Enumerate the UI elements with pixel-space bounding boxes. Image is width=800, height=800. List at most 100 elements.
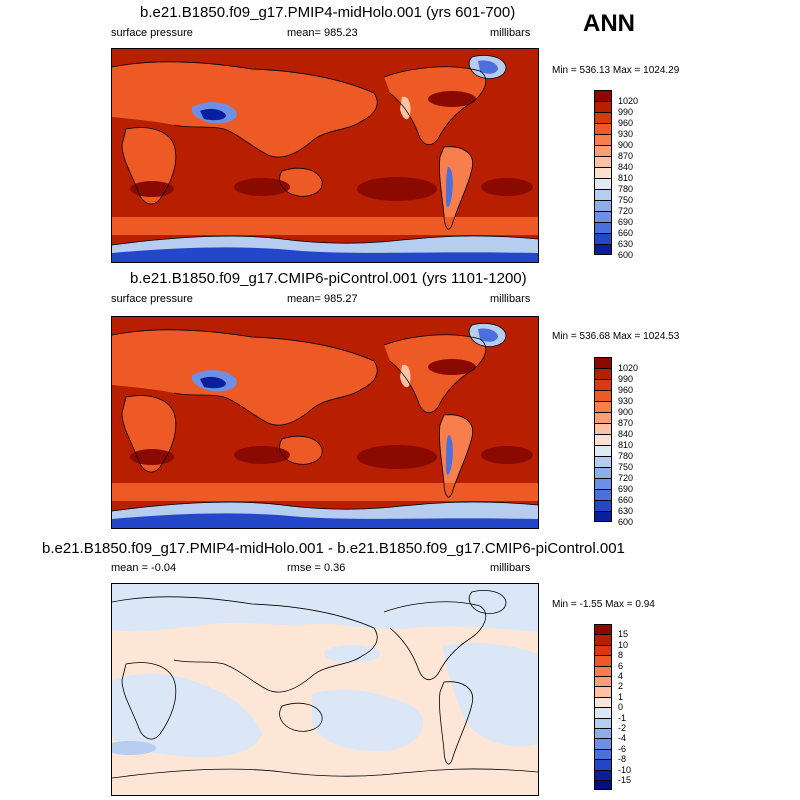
colorbar-tick-label: 10 (618, 639, 629, 650)
panel1-australia (279, 168, 323, 197)
panel1-greenland-core (478, 60, 498, 74)
panel1-high-1 (130, 181, 174, 197)
colorbar-swatch (594, 222, 612, 233)
colorbar-swatch (594, 101, 612, 112)
panel2-tibet-core (200, 376, 226, 389)
panel3-indian-neg (112, 673, 262, 758)
panel1-southern-band (112, 217, 538, 235)
colorbar-swatch (594, 707, 612, 718)
colorbar-tick-label: 4 (618, 671, 624, 681)
colorbar-swatch (594, 500, 612, 511)
colorbar-swatch (594, 644, 612, 656)
colorbar-swatch (594, 655, 612, 666)
panel3-rmse: rmse = 0.36 (287, 562, 346, 574)
colorbar-swatch (594, 368, 612, 379)
colorbar-swatch (594, 780, 612, 791)
panel3-north-neg (112, 584, 538, 632)
colorbar-swatch (594, 489, 612, 500)
panel1-units: millibars (490, 27, 531, 39)
colorbar-tick-label: 660 (618, 495, 634, 505)
colorbar-swatch (594, 211, 612, 222)
panel1-high-2 (234, 178, 290, 196)
panel1-mean: mean= 985.23 (287, 27, 358, 39)
colorbar-tick-label: 630 (618, 506, 634, 516)
colorbar-swatch (594, 145, 612, 156)
panel2-high-2 (234, 446, 290, 464)
colorbar-swatch (594, 178, 612, 189)
panel3-neg-cell-1 (324, 645, 380, 663)
colorbar-tick-label: 780 (618, 184, 634, 194)
colorbar-swatch (594, 728, 612, 739)
colorbar-swatch (594, 412, 612, 423)
colorbar-swatch (594, 423, 612, 434)
colorbar-swatch (594, 112, 612, 123)
colorbar-tick-label: 1020 (618, 96, 639, 106)
colorbar-swatch (594, 467, 612, 478)
colorbar-tick-label: 930 (618, 396, 634, 406)
panel2-high-3 (357, 445, 437, 469)
panel1-north-america (384, 66, 486, 145)
colorbar-swatch (594, 167, 612, 178)
panel2-high-1 (130, 449, 174, 465)
colorbar-swatch (594, 134, 612, 145)
panel2-mean: mean= 985.27 (287, 293, 358, 305)
colorbar-swatch (594, 434, 612, 445)
colorbar-swatch (594, 696, 612, 708)
panel3-pacific-neg (312, 689, 423, 751)
panel1-high-5 (428, 91, 476, 107)
colorbar-tick-label: 780 (618, 451, 634, 461)
panel1-high-3 (357, 177, 437, 201)
colorbar-tick-label: 690 (618, 217, 634, 227)
panel3-neg-cell-3 (460, 664, 516, 680)
colorbar-tick-label: 870 (618, 418, 634, 428)
panel2-title: b.e21.B1850.f09_g17.CMIP6-piControl.001 … (130, 270, 527, 287)
colorbar-swatch (594, 123, 612, 134)
colorbar-swatch (594, 156, 612, 167)
colorbar-tick-label: 960 (618, 385, 634, 395)
colorbar-tick-label: 930 (618, 129, 634, 139)
panel2-minmax: Min = 536.68 Max = 1024.53 (552, 331, 680, 342)
panel1-map (111, 48, 539, 263)
panel3-minmax: Min = -1.55 Max = 0.94 (552, 599, 655, 610)
panel2-andes (446, 435, 453, 475)
colorbar-swatch (594, 401, 612, 412)
panel2-australia (279, 436, 323, 465)
panel1-variable: surface pressure (111, 27, 193, 39)
colorbar-tick-label: 900 (618, 140, 634, 150)
colorbar-tick-label: 720 (618, 473, 634, 483)
colorbar-tick-label: 630 (618, 239, 634, 249)
panel2-greenland-core (478, 328, 498, 342)
colorbar-swatch (594, 717, 612, 728)
colorbar-tick-label: 810 (618, 173, 634, 183)
season-label: ANN (583, 10, 635, 37)
panel3-neg-cell-2 (112, 741, 156, 755)
panel1-antarctica-core (112, 247, 538, 262)
colorbar-swatch (594, 759, 612, 770)
colorbar-swatch (594, 379, 612, 390)
colorbar-tick-label: 8 (618, 650, 624, 661)
panel3-title: b.e21.B1850.f09_g17.PMIP4-midHolo.001 - … (42, 540, 625, 557)
colorbar-tick-label: -8 (618, 754, 627, 765)
colorbar-swatch (594, 200, 612, 211)
colorbar-swatch (594, 189, 612, 200)
colorbar-tick-label: -15 (618, 775, 632, 785)
colorbar-tick-label: 600 (618, 250, 634, 260)
colorbar-tick-label: -10 (618, 764, 632, 775)
panel1-coastlines (112, 55, 538, 246)
panel1-south-america (439, 146, 473, 230)
panel2-high-5 (428, 359, 476, 375)
panel2-high-4 (481, 446, 533, 464)
panel1-high-4 (481, 178, 533, 196)
colorbar-tick-label: 990 (618, 107, 634, 117)
colorbar-swatch (594, 244, 612, 255)
panel1-title: b.e21.B1850.f09_g17.PMIP4-midHolo.001 (y… (140, 4, 516, 21)
panel2-units: millibars (490, 293, 531, 305)
colorbar-tick-label: 750 (618, 462, 634, 472)
colorbar-tick-label: 960 (618, 118, 634, 128)
panel2-antarctica-core (112, 513, 538, 528)
panel2-eurasia (112, 329, 378, 426)
colorbar-tick-label: 1020 (618, 363, 639, 373)
colorbar-tick-label: 840 (618, 429, 634, 439)
colorbar-tick-label: 900 (618, 407, 634, 417)
colorbar-swatch (594, 676, 612, 687)
